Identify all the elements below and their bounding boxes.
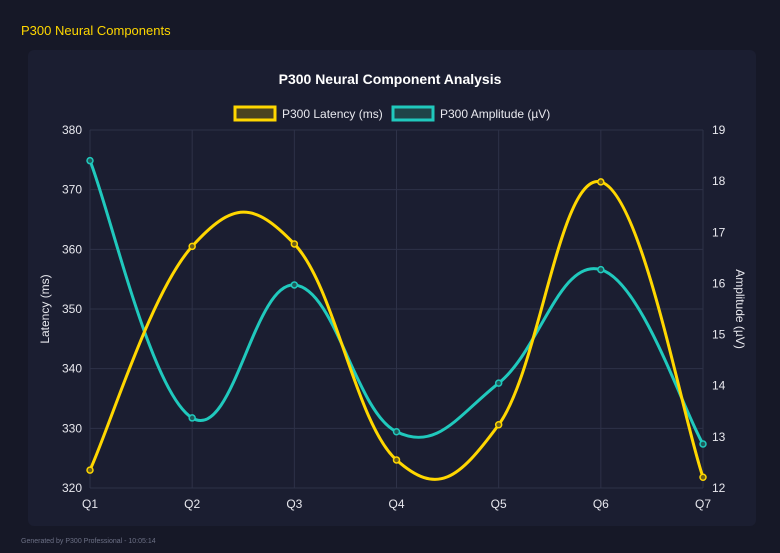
footer-text: Generated by P300 Professional - 10:05:1… xyxy=(21,538,156,545)
amplitude-point xyxy=(597,265,605,274)
y-tick-label: 360 xyxy=(62,242,82,256)
legend-swatch xyxy=(233,105,277,122)
amplitude-point xyxy=(188,414,196,422)
amplitude-point xyxy=(392,427,401,436)
latency-point xyxy=(86,466,94,474)
legend-swatch xyxy=(391,105,435,122)
y2-tick-label: 12 xyxy=(712,481,726,495)
x-tick-label: Q6 xyxy=(593,497,609,511)
x-tick-label: Q4 xyxy=(388,497,404,511)
latency-point xyxy=(188,242,196,251)
x-tick-label: Q7 xyxy=(695,497,711,511)
y-axis-label: Latency (ms) xyxy=(38,274,52,343)
chart-title: P300 Neural Component Analysis xyxy=(279,71,502,87)
amplitude-point xyxy=(699,440,707,448)
y2-tick-label: 19 xyxy=(712,123,726,137)
y2-tick-label: 17 xyxy=(712,225,726,239)
y2-tick-label: 13 xyxy=(712,430,726,444)
x-tick-label: Q2 xyxy=(184,497,200,511)
x-tick-label: Q3 xyxy=(286,497,302,511)
amplitude-point xyxy=(494,379,503,387)
latency-point xyxy=(699,473,707,482)
legend-label: P300 Amplitude (µV) xyxy=(440,107,550,121)
app-title: P300 Neural Components xyxy=(21,23,171,38)
amplitude-point xyxy=(290,281,299,289)
latency-point xyxy=(392,456,401,464)
y-tick-label: 320 xyxy=(62,481,82,495)
latency-point xyxy=(597,178,605,186)
y-tick-label: 340 xyxy=(62,362,82,376)
x-tick-label: Q5 xyxy=(491,497,507,511)
y-tick-label: 330 xyxy=(62,421,82,435)
chart-card xyxy=(28,50,756,526)
y-tick-label: 350 xyxy=(62,302,82,316)
x-tick-label: Q1 xyxy=(82,497,98,511)
latency-point xyxy=(494,421,503,429)
y2-axis-label: Amplitude (µV) xyxy=(733,269,747,349)
y2-tick-label: 16 xyxy=(712,276,726,290)
latency-point xyxy=(290,240,299,248)
y2-tick-label: 15 xyxy=(712,328,726,342)
legend-label: P300 Latency (ms) xyxy=(282,107,383,121)
y2-tick-label: 18 xyxy=(712,174,726,188)
y-tick-label: 370 xyxy=(62,183,82,197)
amplitude-point xyxy=(86,156,94,165)
y2-tick-label: 14 xyxy=(712,379,726,393)
y-tick-label: 380 xyxy=(62,123,82,137)
